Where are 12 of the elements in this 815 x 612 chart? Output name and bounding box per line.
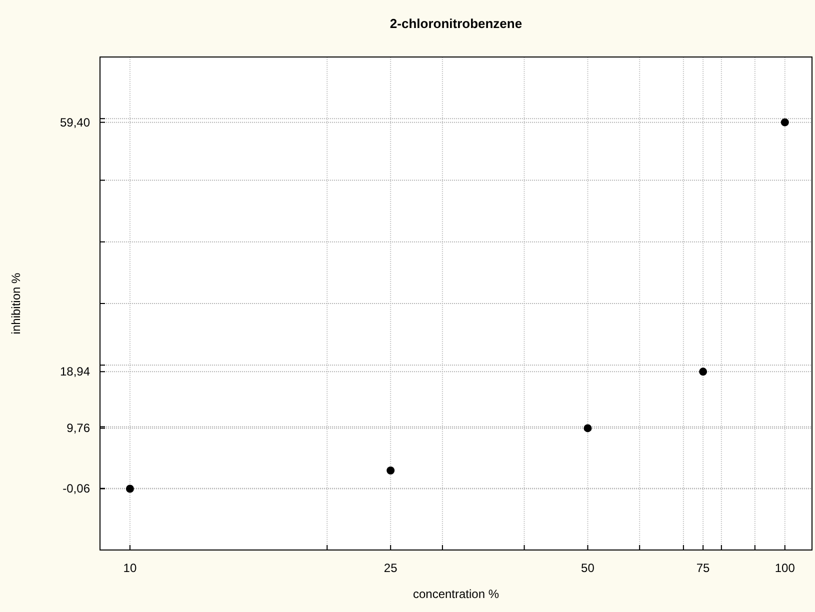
y-tick-label: 9,76 [66,421,90,436]
y-tick-label: 59,40 [60,115,90,130]
x-tick-label: 25 [384,561,398,575]
x-tick-label: 50 [581,561,595,575]
x-tick-label: 75 [696,561,710,575]
x-tick-label: 10 [123,561,137,575]
chart-title: 2-chloronitrobenzene [390,16,522,31]
x-axis-title: concentration % [412,587,500,601]
x-tick-label: 100 [774,561,796,575]
y-tick-label: -0,06 [62,482,90,496]
y-tick-label: 18,94 [60,364,90,379]
y-axis-title: inhibition % [9,272,23,334]
